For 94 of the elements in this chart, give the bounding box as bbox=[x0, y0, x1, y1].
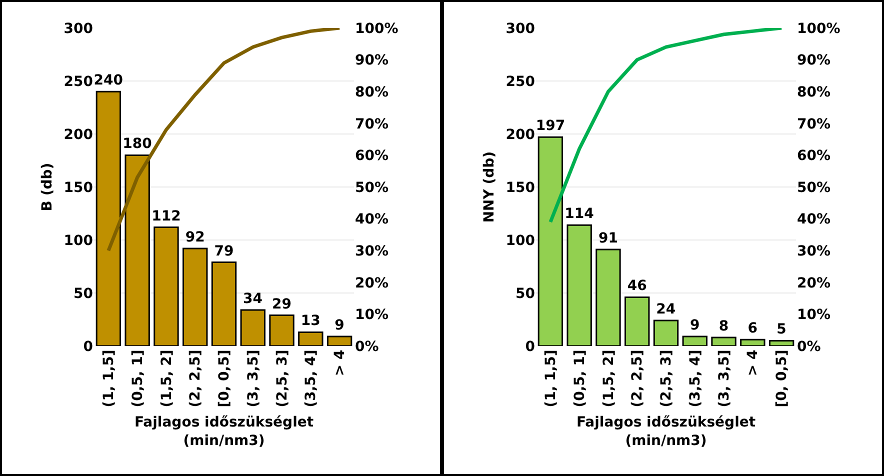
bar bbox=[624, 296, 650, 346]
y-tick-label: 200 bbox=[506, 126, 536, 143]
y2-tick-label: 50% bbox=[797, 180, 831, 196]
bar bbox=[538, 136, 564, 346]
y-tick-label: 100 bbox=[64, 232, 94, 249]
y2-tick-label: 0% bbox=[355, 338, 379, 355]
y2-tick-label: 80% bbox=[355, 84, 389, 100]
x-tick-label: (1, 1,5] bbox=[100, 350, 117, 408]
x-tick-label: (3, 3,5] bbox=[716, 350, 732, 408]
bar bbox=[711, 336, 736, 346]
y-tick-label: 0 bbox=[525, 338, 536, 355]
x-tick-label: (3,5, 4] bbox=[303, 350, 320, 408]
x-tick-label: (2, 2,5] bbox=[630, 350, 646, 408]
data-label: 180 bbox=[122, 136, 152, 152]
x-tick-label: (0,5, 1] bbox=[572, 350, 588, 408]
y2-tick-label: 10% bbox=[797, 307, 831, 324]
y2-tick-label: 20% bbox=[355, 275, 389, 292]
y-axis-title: NNY (db) bbox=[481, 151, 498, 223]
y2-tick-label: 60% bbox=[797, 148, 831, 164]
x-tick-label: (3,5, 4] bbox=[687, 350, 704, 408]
bar bbox=[566, 224, 592, 346]
y2-tick-label: 50% bbox=[355, 180, 389, 196]
y-tick-label: 300 bbox=[64, 20, 94, 37]
x-tick-label: > 4 bbox=[332, 350, 348, 376]
x-tick-label: > 4 bbox=[745, 350, 762, 376]
data-label: 9 bbox=[690, 317, 700, 334]
bar bbox=[768, 340, 794, 346]
bar bbox=[740, 338, 766, 346]
y-tick-label: 0 bbox=[83, 338, 94, 355]
y2-tick-label: 30% bbox=[797, 244, 831, 260]
data-label: 197 bbox=[536, 118, 566, 134]
data-label: 34 bbox=[243, 290, 263, 307]
y2-tick-label: 100% bbox=[355, 20, 398, 37]
x-tick-label: (1,5, 2] bbox=[600, 350, 617, 408]
y2-tick-label: 10% bbox=[355, 307, 389, 324]
data-label: 240 bbox=[94, 72, 124, 89]
data-label: 9 bbox=[334, 317, 344, 334]
bar bbox=[96, 90, 122, 346]
x-tick-label: (2,5, 3] bbox=[658, 350, 675, 408]
x-tick-label: (1,5, 2] bbox=[158, 350, 175, 408]
bar bbox=[182, 248, 208, 346]
x-tick-label: (2,5, 3] bbox=[274, 350, 290, 408]
y-tick-label: 250 bbox=[64, 74, 94, 90]
bar bbox=[326, 336, 352, 346]
x-tick-label: (3, 3,5] bbox=[245, 350, 262, 408]
data-label: 5 bbox=[776, 322, 786, 338]
data-label: 24 bbox=[656, 302, 676, 318]
data-label: 6 bbox=[748, 320, 758, 337]
bar bbox=[211, 262, 237, 346]
x-axis-title: Fajlagos időszükséglet (min/nm3) bbox=[576, 414, 756, 449]
y2-tick-label: 20% bbox=[797, 275, 831, 292]
y-tick-label: 50 bbox=[74, 286, 94, 302]
y-tick-label: 150 bbox=[506, 180, 536, 196]
x-tick-label: [0, 0,5] bbox=[216, 350, 233, 408]
bar bbox=[653, 320, 679, 346]
bar bbox=[124, 154, 150, 346]
y-tick-label: 300 bbox=[506, 20, 536, 37]
x-tick-label: (1, 1,5] bbox=[542, 350, 559, 408]
y-axis-title: B (db) bbox=[39, 162, 56, 212]
data-label: 92 bbox=[185, 229, 205, 246]
x-tick-label: (0,5, 1] bbox=[130, 350, 146, 408]
y2-tick-label: 70% bbox=[355, 116, 389, 132]
data-label: 8 bbox=[718, 318, 729, 335]
x-axis-title: Fajlagos időszükséglet (min/nm3) bbox=[134, 414, 314, 449]
y2-tick-label: 0% bbox=[797, 338, 821, 355]
y2-tick-label: 70% bbox=[797, 116, 831, 132]
data-label: 114 bbox=[564, 206, 594, 222]
y2-tick-label: 60% bbox=[355, 148, 389, 164]
x-tick-label: [0, 0,5] bbox=[774, 350, 790, 408]
y-tick-label: 50 bbox=[516, 286, 536, 302]
data-label: 46 bbox=[627, 278, 647, 294]
y2-tick-label: 100% bbox=[797, 20, 840, 37]
x-tick-label: (2, 2,5] bbox=[188, 350, 204, 408]
data-label: 79 bbox=[214, 243, 234, 260]
y-tick-label: 100 bbox=[506, 232, 536, 249]
bar bbox=[240, 309, 266, 346]
y2-tick-label: 80% bbox=[797, 84, 831, 100]
y-tick-label: 200 bbox=[64, 126, 94, 143]
y2-tick-label: 40% bbox=[797, 212, 831, 228]
bar bbox=[596, 248, 621, 346]
y2-tick-label: 90% bbox=[355, 52, 389, 69]
bar bbox=[269, 314, 294, 346]
y2-tick-label: 30% bbox=[355, 244, 389, 260]
data-label: 91 bbox=[598, 230, 618, 247]
y2-tick-label: 90% bbox=[797, 52, 831, 69]
data-label: 13 bbox=[300, 313, 320, 330]
data-label: 112 bbox=[152, 208, 181, 224]
bar bbox=[154, 226, 179, 346]
y-tick-label: 150 bbox=[64, 180, 94, 196]
y-tick-label: 250 bbox=[506, 74, 536, 90]
bar bbox=[298, 331, 324, 346]
data-label: 29 bbox=[272, 296, 292, 312]
y2-tick-label: 40% bbox=[355, 212, 389, 228]
bar bbox=[682, 336, 708, 346]
